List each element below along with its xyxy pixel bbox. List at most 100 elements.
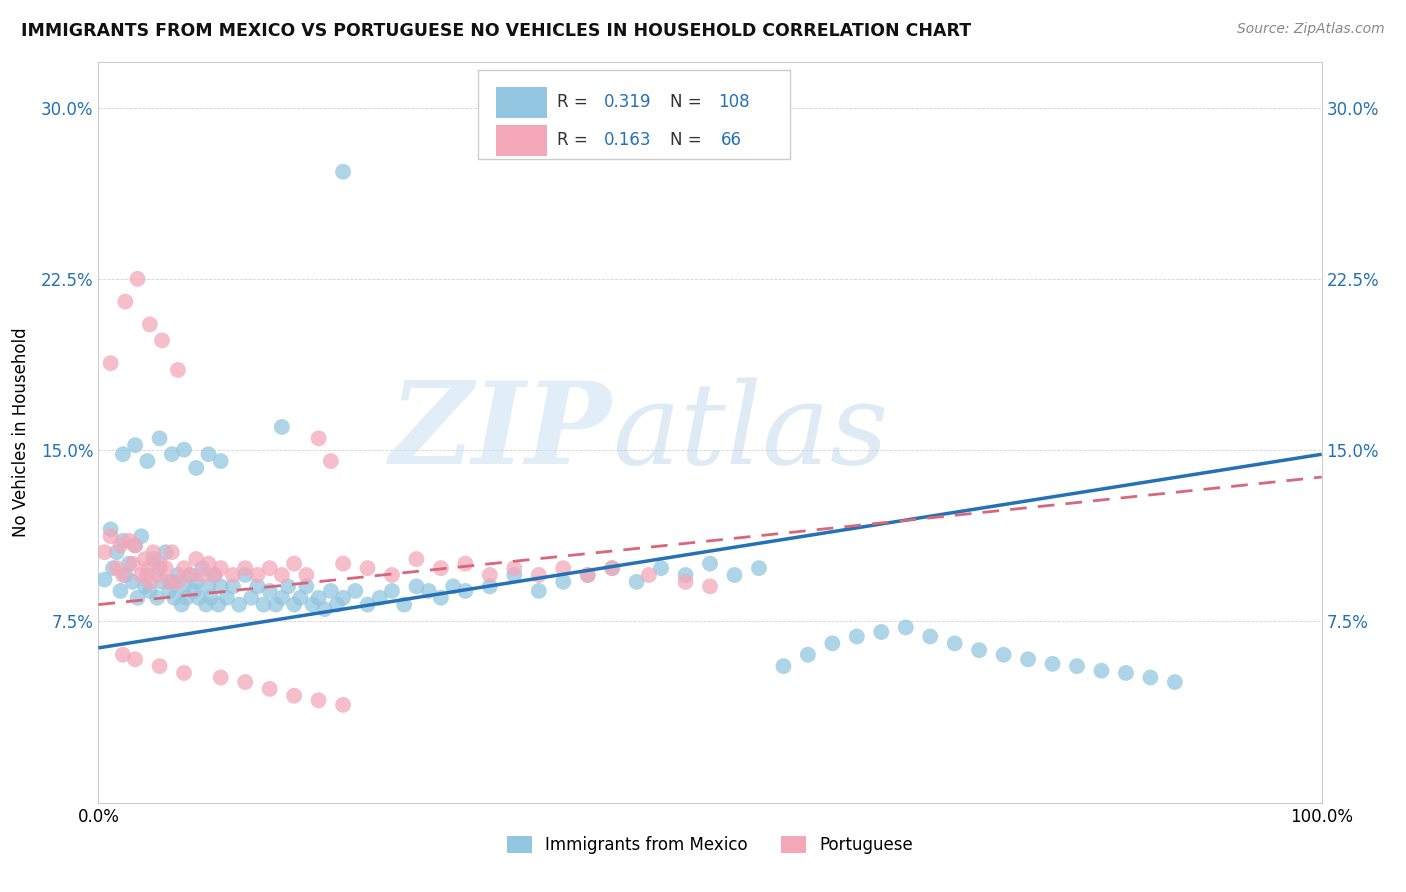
- Point: [191, 568, 214, 582]
- Point: [139, 583, 162, 598]
- Point: [246, 568, 269, 582]
- Point: [215, 591, 238, 605]
- FancyBboxPatch shape: [496, 87, 547, 118]
- Point: [142, 545, 165, 559]
- Point: [195, 598, 218, 612]
- Point: [699, 557, 721, 571]
- Point: [110, 583, 132, 598]
- Point: [233, 675, 256, 690]
- Point: [209, 671, 232, 685]
- Point: [277, 579, 299, 593]
- Point: [163, 591, 186, 605]
- Text: 0.319: 0.319: [603, 93, 651, 111]
- Point: [576, 568, 599, 582]
- Legend: Immigrants from Mexico, Portuguese: Immigrants from Mexico, Portuguese: [501, 830, 920, 861]
- Point: [270, 591, 294, 605]
- Text: N =: N =: [669, 93, 707, 111]
- Point: [155, 561, 177, 575]
- Point: [160, 447, 183, 461]
- Point: [332, 557, 354, 571]
- Point: [167, 574, 190, 589]
- Point: [748, 561, 770, 575]
- Point: [124, 438, 146, 452]
- Point: [332, 165, 354, 179]
- Point: [204, 568, 226, 582]
- Point: [1090, 664, 1112, 678]
- Point: [136, 568, 159, 582]
- Point: [134, 579, 156, 593]
- Point: [170, 598, 193, 612]
- Text: R =: R =: [557, 131, 593, 149]
- Point: [356, 561, 378, 575]
- Point: [197, 579, 219, 593]
- Text: IMMIGRANTS FROM MEXICO VS PORTUGUESE NO VEHICLES IN HOUSEHOLD CORRELATION CHART: IMMIGRANTS FROM MEXICO VS PORTUGUESE NO …: [21, 22, 972, 40]
- Point: [699, 579, 721, 593]
- Point: [723, 568, 745, 582]
- Point: [600, 561, 623, 575]
- Point: [920, 630, 942, 644]
- Point: [270, 568, 294, 582]
- Point: [118, 557, 141, 571]
- Text: Source: ZipAtlas.com: Source: ZipAtlas.com: [1237, 22, 1385, 37]
- Point: [441, 579, 464, 593]
- Point: [454, 557, 477, 571]
- Text: R =: R =: [557, 93, 593, 111]
- Point: [118, 533, 141, 548]
- Point: [308, 591, 330, 605]
- Text: 108: 108: [718, 93, 751, 111]
- Point: [1017, 652, 1039, 666]
- Point: [675, 574, 697, 589]
- Point: [821, 636, 844, 650]
- Point: [576, 568, 599, 582]
- Text: N =: N =: [669, 131, 707, 149]
- Point: [308, 431, 330, 445]
- Point: [111, 568, 134, 582]
- Point: [405, 552, 427, 566]
- Point: [111, 648, 134, 662]
- Point: [207, 598, 229, 612]
- Point: [209, 561, 232, 575]
- Point: [626, 574, 648, 589]
- FancyBboxPatch shape: [478, 70, 790, 159]
- Point: [179, 568, 201, 582]
- Point: [149, 561, 172, 575]
- Point: [503, 561, 526, 575]
- Point: [430, 561, 453, 575]
- Point: [1042, 657, 1064, 671]
- Point: [186, 574, 208, 589]
- Point: [136, 561, 159, 575]
- Point: [222, 579, 245, 593]
- Point: [993, 648, 1015, 662]
- Point: [290, 591, 312, 605]
- Point: [1066, 659, 1088, 673]
- Point: [124, 538, 146, 552]
- Point: [176, 591, 198, 605]
- Text: atlas: atlas: [612, 377, 889, 488]
- Point: [943, 636, 966, 650]
- Point: [326, 598, 349, 612]
- Point: [356, 598, 378, 612]
- Y-axis label: No Vehicles in Household: No Vehicles in Household: [11, 327, 30, 538]
- Point: [637, 568, 661, 582]
- Point: [283, 689, 305, 703]
- Point: [430, 591, 453, 605]
- Point: [134, 552, 156, 566]
- Point: [183, 583, 205, 598]
- Point: [503, 568, 526, 582]
- Point: [124, 538, 146, 552]
- Point: [157, 583, 180, 598]
- Point: [870, 624, 893, 639]
- Point: [111, 533, 134, 548]
- Point: [270, 420, 294, 434]
- Point: [149, 659, 172, 673]
- Point: [332, 591, 354, 605]
- Point: [553, 561, 575, 575]
- Point: [197, 447, 219, 461]
- Point: [381, 568, 404, 582]
- Point: [105, 545, 128, 559]
- Point: [1115, 665, 1137, 680]
- Point: [1139, 671, 1161, 685]
- Point: [197, 557, 219, 571]
- Point: [283, 557, 305, 571]
- Point: [222, 568, 245, 582]
